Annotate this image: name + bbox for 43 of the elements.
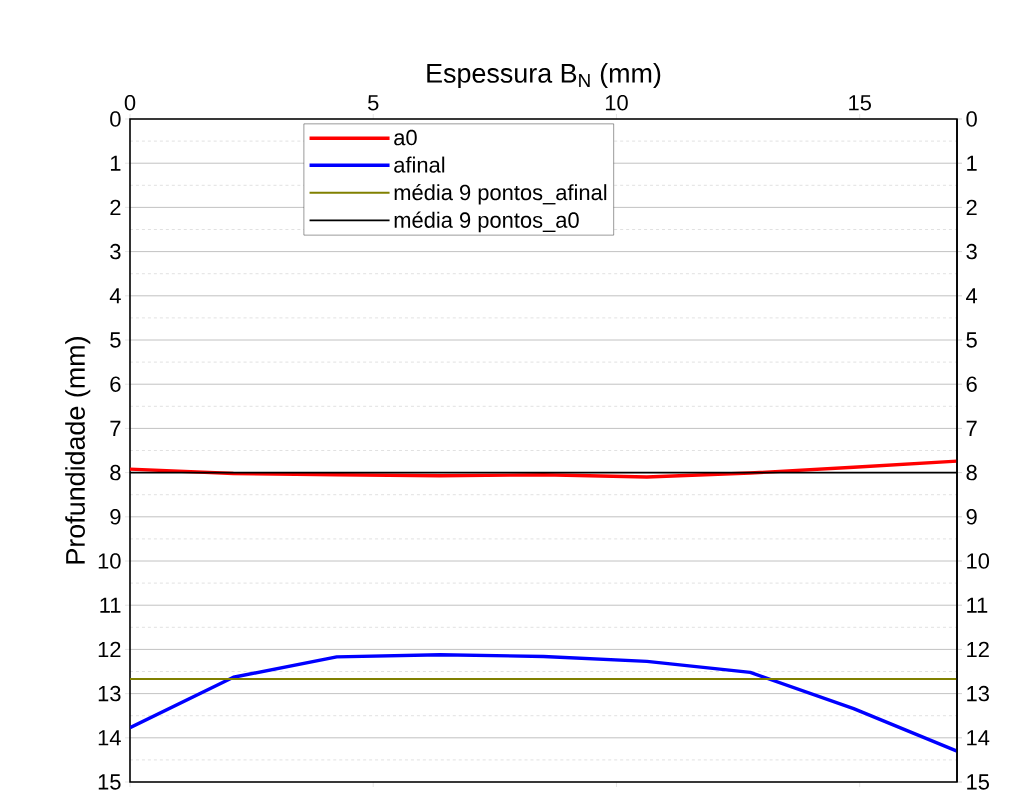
y2-tick-label: 14 — [967, 730, 990, 746]
x-tick-label: 15 — [849, 95, 871, 111]
x-tick-label: 10 — [605, 94, 628, 111]
y2-tick-label: 7 — [966, 420, 977, 436]
y2-tick-label: 3 — [966, 243, 977, 260]
y-tick-label: 1 — [110, 155, 121, 171]
y-tick-label: 4 — [109, 288, 121, 304]
y-tick-label: 11 — [100, 597, 121, 613]
y-tick-label: 8 — [110, 464, 121, 481]
y2-tick-label: 12 — [967, 641, 989, 658]
legend-label: a0 — [394, 129, 417, 146]
y-tick-label: 14 — [98, 730, 121, 746]
y-tick-label: 5 — [110, 332, 121, 348]
y-tick-label: 13 — [98, 685, 121, 702]
y2-tick-label: 8 — [966, 464, 977, 481]
y2-tick-label: 11 — [967, 597, 988, 613]
y2-tick-label: 0 — [966, 111, 977, 127]
legend-label: afinal — [394, 156, 445, 173]
y-tick-label: 6 — [110, 376, 121, 392]
legend-label: média 9 pontos_afinal — [394, 183, 607, 205]
y2-tick-label: 6 — [966, 376, 977, 392]
x-tick-label: 5 — [368, 95, 379, 111]
legend-label: média 9 pontos_a0 — [394, 211, 579, 233]
y2-tick-label: 2 — [966, 199, 977, 216]
x-axis-title: Espessura B$_{N}$ (mm) — [427, 63, 661, 89]
y2-tick-label: 13 — [967, 685, 989, 702]
y-tick-label: 15 — [98, 774, 121, 790]
x-tick-label: 0 — [124, 94, 136, 111]
y2-tick-label: 9 — [966, 509, 977, 525]
y2-tick-label: 1 — [967, 155, 977, 171]
y2-tick-label: 10 — [967, 553, 990, 569]
y-tick-label: 3 — [110, 243, 121, 260]
y-tick-label: 0 — [110, 111, 121, 127]
y-tick-label: 2 — [110, 199, 121, 216]
y-tick-label: 10 — [98, 553, 121, 569]
y2-tick-label: 5 — [966, 332, 977, 348]
line-series — [130, 653, 958, 753]
y-tick-label: 7 — [110, 420, 121, 436]
y-tick-label: 9 — [110, 509, 121, 525]
y-tick-label: 12 — [98, 641, 121, 658]
y-axis-title: Profundidade (mm) — [65, 337, 91, 564]
y2-tick-label: 4 — [966, 288, 978, 304]
y2-tick-label: 15 — [967, 774, 989, 790]
